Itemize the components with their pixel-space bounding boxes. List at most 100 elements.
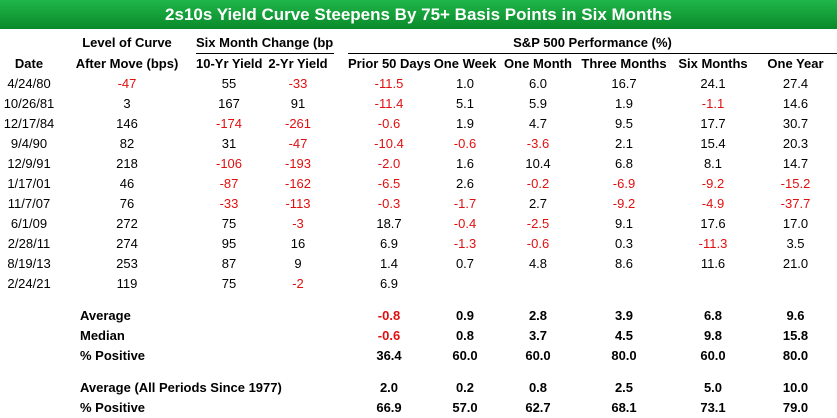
summary-value: -0.6 [377, 328, 401, 343]
value-cell: -0.3 [377, 196, 401, 211]
value-cell: -6.5 [377, 176, 401, 191]
gap-cell [334, 174, 348, 194]
summary-label: Median [80, 328, 125, 343]
group-level-header: Level of Curve [82, 35, 172, 51]
value-cell: -6.9 [612, 176, 636, 191]
value-cell: -0.2 [526, 176, 550, 191]
summary-label: % Positive [80, 348, 146, 363]
value-cell: 274 [116, 236, 138, 251]
table-row: 11/7/07 76 -33 -113 -0.3 -1.7 2.7 -9.2 -4.9 -37.7 [0, 194, 837, 214]
value-cell: 76 [119, 196, 135, 211]
gap-cell [334, 306, 348, 326]
value-cell: 1.6 [455, 156, 475, 171]
value-cell: -106 [215, 156, 243, 171]
table-row: 8/19/13 253 87 9 1.4 0.7 4.8 8.6 11.6 21.0 [0, 254, 837, 274]
date-cell: 6/1/09 [10, 216, 48, 231]
value-cell: -11.3 [698, 236, 728, 251]
value-cell: 1.0 [455, 76, 475, 91]
spacer-row [0, 294, 837, 306]
value-cell: 75 [221, 276, 237, 291]
value-cell: 9.5 [614, 116, 634, 131]
summary-value: 36.4 [376, 348, 402, 363]
summary-value: 10.0 [782, 380, 809, 395]
summary-value: 60.0 [525, 348, 551, 363]
value-cell: 4.7 [528, 116, 548, 131]
table-row: 12/9/91 218 -106 -193 -2.0 1.6 10.4 6.8 8.1 14.7 [0, 154, 837, 174]
value-cell: 3.5 [786, 236, 805, 251]
column-header: 2-Yr Yield [268, 56, 328, 71]
summary-value: 9.8 [703, 328, 723, 343]
summary-value: -0.8 [377, 308, 401, 323]
column-header: Prior 50 Days [348, 53, 430, 74]
value-cell [430, 274, 500, 294]
date-cell: 12/9/91 [7, 156, 51, 171]
value-cell: 8.6 [614, 256, 634, 271]
date-cell: 2/24/21 [7, 276, 51, 291]
value-cell: 5.9 [528, 96, 548, 111]
value-cell: 0.7 [455, 256, 475, 271]
value-cell: 21.0 [782, 256, 809, 271]
gap-cell [334, 54, 348, 75]
date-cell: 4/24/80 [7, 76, 51, 91]
value-cell: 6.0 [528, 76, 548, 91]
value-cell: 1.4 [379, 256, 399, 271]
value-cell: 14.6 [782, 96, 809, 111]
value-cell: 82 [119, 136, 135, 151]
value-cell: 1.9 [455, 116, 475, 131]
value-cell: 95 [221, 236, 237, 251]
table-row: 10/26/81 3 167 91 -11.4 5.1 5.9 1.9 -1.1 14.6 [0, 94, 837, 114]
value-cell: -162 [284, 176, 312, 191]
summary-value: 0.8 [528, 380, 548, 395]
value-cell: 55 [221, 76, 237, 91]
value-cell: 24.1 [700, 76, 726, 91]
gap-cell [334, 346, 348, 366]
value-cell: -2.0 [377, 156, 401, 171]
value-cell: -1.7 [453, 196, 477, 211]
summary-row: Median -0.6 0.8 3.7 4.5 9.8 15.8 [0, 326, 837, 346]
table-row: 2/24/21 119 75 -2 6.9 [0, 274, 837, 294]
table-title: 2s10s Yield Curve Steepens By 75+ Basis … [0, 0, 837, 29]
value-cell: 3 [123, 96, 131, 111]
value-cell: 10.4 [525, 156, 551, 171]
summary-value: 60.0 [700, 348, 726, 363]
summary-row: % Positive 66.9 57.0 62.7 68.1 73.1 79.0 [0, 398, 837, 418]
gap-cell [334, 274, 348, 294]
summary-label: % Positive [80, 400, 146, 415]
value-cell: -87 [219, 176, 239, 191]
date-cell: 2/28/11 [7, 236, 51, 251]
table-row: 12/17/84 146 -174 -261 -0.6 1.9 4.7 9.5 17.7 30.7 [0, 114, 837, 134]
summary-value: 5.0 [703, 380, 723, 395]
value-cell: -11.4 [374, 96, 404, 111]
summary-value: 0.9 [455, 308, 475, 323]
summary-row: Average (All Periods Since 1977) 2.0 0.2 0.… [0, 378, 837, 398]
column-header: Date [14, 55, 44, 71]
date-cell: 10/26/81 [3, 96, 55, 111]
value-cell: -15.2 [780, 176, 811, 191]
value-cell: 2.6 [455, 176, 475, 191]
gap-cell [334, 194, 348, 214]
value-cell [672, 274, 754, 294]
summary-value: 79.0 [782, 400, 809, 415]
table-row: 4/24/80 -47 55 -33 -11.5 1.0 6.0 16.7 24.1 27.4 [0, 74, 837, 94]
gap-cell [334, 114, 348, 134]
value-cell: 30.7 [782, 116, 809, 131]
value-cell: -4.9 [701, 196, 725, 211]
value-cell: 91 [290, 96, 306, 111]
value-cell: -2 [292, 276, 304, 291]
value-cell: 167 [218, 96, 240, 111]
value-cell: -11.5 [374, 76, 404, 91]
summary-value: 9.6 [786, 308, 805, 323]
value-cell: 6.9 [379, 236, 399, 251]
value-cell: -1.1 [701, 96, 725, 111]
date-cell: 1/17/01 [7, 176, 51, 191]
value-cell: 9.1 [614, 216, 634, 231]
table-row: 6/1/09 272 75 -3 18.7 -0.4 -2.5 9.1 17.6 17.0 [0, 214, 837, 234]
performance-table: Level of Curve Six Month Change (bps) S&… [0, 33, 837, 418]
table-row: 1/17/01 46 -87 -162 -6.5 2.6 -0.2 -6.9 -9.2 -15.2 [0, 174, 837, 194]
value-cell: 17.0 [782, 216, 809, 231]
value-cell: -33 [288, 76, 308, 91]
value-cell: -3 [292, 216, 304, 231]
value-cell: 9 [294, 256, 302, 271]
value-cell: 11.6 [700, 256, 726, 271]
date-cell: 11/7/07 [7, 196, 51, 211]
